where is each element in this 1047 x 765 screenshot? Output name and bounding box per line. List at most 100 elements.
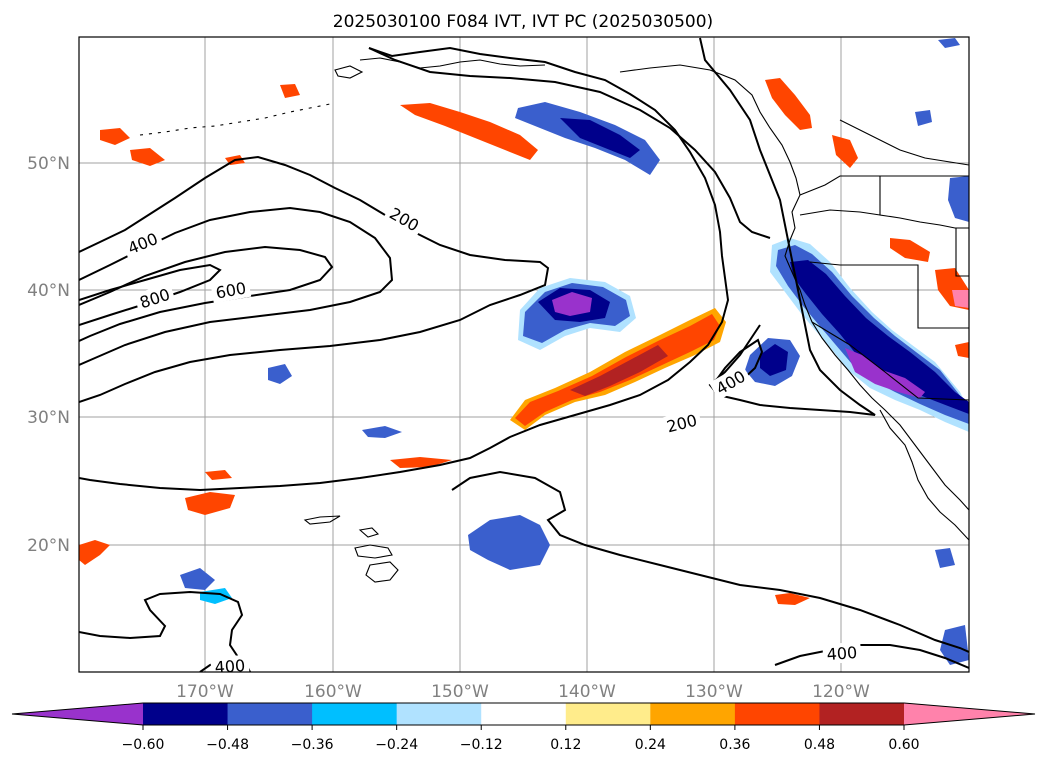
- colorbar-ticks: −0.60 −0.48 −0.36 −0.24 −0.12 0.12 0.24 0.36 0.4…: [122, 725, 920, 753]
- lon-label-140w: 140°W: [558, 682, 616, 702]
- neg-region-subtropical: [468, 515, 550, 570]
- coastline-alaska: [359, 57, 546, 69]
- coastline-inland: [839, 119, 969, 166]
- border-states-3: [809, 261, 969, 329]
- colorbar-tick-label: 0.24: [635, 737, 666, 753]
- colorbar-tick-label: 0.60: [888, 737, 919, 753]
- longitude-labels: 170°W 160°W 150°W 140°W 130°W 120°W: [176, 682, 870, 702]
- colorbar-tick-label: −0.48: [206, 737, 249, 753]
- colorbar-tick-label: 0.48: [804, 737, 835, 753]
- map-frame: [78, 36, 970, 673]
- colorbar-segment: [565, 703, 651, 725]
- pos-region-west-4: [185, 492, 235, 515]
- contour-label-400-south-east: 400: [826, 643, 858, 664]
- border-states-2: [799, 209, 881, 216]
- colorbar-tick-label: −0.36: [291, 737, 334, 753]
- neg-region-northeast: [948, 176, 969, 222]
- contour-400-south-east: [774, 644, 969, 669]
- contour-200-west: [79, 155, 550, 403]
- pos-region-west-1: [100, 128, 130, 145]
- contour-200-north: [368, 47, 771, 239]
- pos-region-subtropical: [390, 457, 452, 468]
- pos-region-west-2: [130, 148, 165, 166]
- lon-label-150w: 150°W: [431, 682, 489, 702]
- contour-200-main: [79, 46, 730, 492]
- pos-region-south-east: [775, 593, 810, 605]
- neg-region-north-edge: [938, 38, 960, 48]
- colorbar-extend-min: [12, 703, 143, 725]
- neg-region-west-2: [268, 364, 292, 384]
- coastline-north-america: [619, 64, 969, 511]
- neg-region-east-1: [935, 548, 955, 568]
- lon-label-130w: 130°W: [685, 682, 743, 702]
- pos-region-interior-north: [832, 135, 858, 168]
- colorbar-segments: [11, 702, 1036, 726]
- contour-200-south: [451, 470, 969, 653]
- map-title: 2025030100 F084 IVT, IVT PC (2025030500): [333, 12, 713, 32]
- pos-region-bc-coast: [765, 78, 812, 130]
- coastlines: [139, 57, 969, 583]
- colorbar-segment: [396, 703, 482, 725]
- negative-anomaly-regions: [180, 38, 969, 665]
- coastline-hawaii-1: [303, 515, 341, 525]
- neg-region-california-max: [845, 348, 925, 398]
- pos-region-west-5: [79, 540, 110, 565]
- colorbar-segment: [312, 703, 398, 725]
- pos-region-atmospheric-river-core: [570, 345, 668, 396]
- coastline-hawaii-3: [365, 561, 399, 583]
- contour-800-west: [79, 263, 222, 326]
- pos-region-nevada-max: [952, 290, 969, 308]
- pos-region-north-pacific: [400, 103, 538, 160]
- lon-label-160w: 160°W: [304, 682, 362, 702]
- neg-region-west-3: [362, 426, 402, 438]
- coastline-hawaii-2: [354, 544, 393, 559]
- pos-region-idaho: [890, 238, 930, 262]
- border-states-5: [811, 321, 969, 401]
- contour-600-west: [79, 245, 334, 342]
- colorbar-tick-label: −0.12: [460, 737, 503, 753]
- latitude-labels: 50°N 40°N 30°N 20°N: [27, 154, 70, 556]
- coastline-hawaii-4: [358, 527, 380, 538]
- neg-region-west-1: [180, 568, 215, 590]
- colorbar-tick-label: 0.12: [550, 737, 581, 753]
- lon-label-120w: 120°W: [812, 682, 870, 702]
- colorbar-tick-label: 0.36: [719, 737, 750, 753]
- pos-region-east-edge: [955, 342, 969, 358]
- lat-label-40n: 40°N: [27, 281, 70, 301]
- contour-labels: 400 800 600 200 400 200: [121, 200, 862, 677]
- positive-anomaly-regions: [79, 78, 969, 605]
- neg-region-east-2: [940, 625, 969, 665]
- coastline-baja: [879, 409, 969, 541]
- lat-label-30n: 30°N: [27, 408, 70, 428]
- pos-region-west-3: [280, 84, 300, 98]
- lon-label-170w: 170°W: [176, 682, 234, 702]
- map-background: [79, 37, 969, 672]
- border-states-4: [955, 228, 969, 277]
- coastline-alaska-island: [334, 65, 364, 79]
- border-us-canada: [799, 175, 969, 196]
- colorbar-extend-max: [904, 703, 1035, 725]
- colorbar-tick-label: −0.24: [375, 737, 418, 753]
- pos-region-west-7: [205, 470, 232, 480]
- lat-label-20n: 20°N: [27, 536, 70, 556]
- colorbar-segment: [819, 703, 905, 725]
- neg-region-gulf-of-alaska-core: [560, 118, 640, 158]
- colorbar-segment: [143, 703, 229, 725]
- coastline-aleutians: [139, 103, 331, 136]
- map-panel: 400 800 600 200 400 200: [79, 37, 969, 677]
- colorbar-segment: [481, 703, 567, 725]
- neg-region-west-4: [200, 588, 232, 604]
- neg-region-offshore-core: [760, 344, 788, 376]
- contour-400-west: [79, 206, 394, 366]
- colorbar-segment: [650, 703, 736, 725]
- colorbar-segment: [734, 703, 820, 725]
- colorbar: −0.60 −0.48 −0.36 −0.24 −0.12 0.12 0.24 0.36 0.4…: [11, 702, 1036, 753]
- contour-label-400-bottom: 400: [214, 656, 246, 677]
- neg-region-north-interior: [915, 110, 932, 126]
- neg-region-mid-pacific-max: [552, 292, 592, 316]
- neg-region-california-core: [790, 260, 969, 414]
- colorbar-tick-label: −0.60: [122, 737, 165, 753]
- contour-400-south-west: [79, 590, 251, 672]
- colorbar-segment: [227, 703, 313, 725]
